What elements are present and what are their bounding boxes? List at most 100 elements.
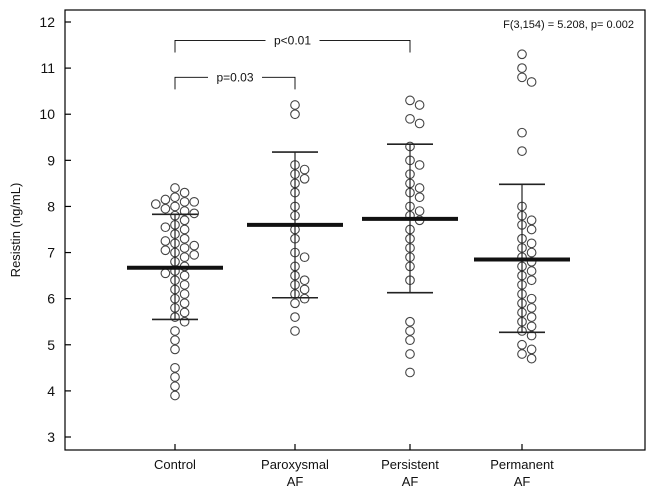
x-tick-label: Control [154, 457, 196, 472]
y-tick-label: 7 [47, 245, 55, 261]
y-tick-label: 8 [47, 198, 55, 214]
significance-brackets: p<0.01 p=0.03 [174, 33, 411, 90]
group-summary [362, 143, 458, 294]
bracket-line [174, 39, 266, 53]
data-point [405, 113, 415, 124]
y-tick-label: 4 [47, 383, 55, 399]
data-point [179, 270, 190, 281]
data-point [189, 240, 200, 251]
data-point [299, 173, 310, 184]
data-point [160, 245, 171, 256]
data-point [179, 233, 190, 244]
group-summary [127, 213, 223, 321]
data-point [179, 215, 190, 226]
y-tick-label: 9 [47, 152, 55, 168]
data-point [299, 293, 310, 304]
y-tick-label: 12 [39, 14, 55, 30]
y-axis-title: Resistin (ng/mL) [8, 183, 23, 278]
data-point [517, 349, 527, 359]
y-tick-label: 11 [40, 60, 55, 76]
data-point [405, 367, 415, 378]
bracket-label: p=0.03 [216, 70, 253, 84]
data-point [290, 326, 300, 336]
y-tick-label: 3 [47, 429, 55, 445]
significance-bracket: p=0.03 [174, 70, 296, 90]
data-point [526, 303, 537, 313]
data-point [517, 339, 527, 350]
data-point [179, 279, 190, 290]
data-points [150, 49, 537, 401]
data-point [517, 146, 527, 156]
data-point [170, 192, 180, 203]
bracket-line [174, 76, 208, 90]
data-point [414, 206, 425, 216]
x-tick-label: Persistent AF [381, 457, 439, 489]
data-point [517, 49, 527, 60]
data-point [526, 312, 537, 322]
data-point [179, 298, 190, 309]
data-point [526, 330, 537, 341]
data-point [299, 164, 310, 175]
data-point [299, 275, 310, 286]
bracket-line [319, 39, 411, 53]
data-point [526, 344, 537, 355]
mean-sd-bars [127, 143, 570, 334]
data-point [290, 312, 300, 322]
data-point [405, 335, 415, 346]
significance-bracket: p<0.01 [174, 33, 411, 53]
data-point [526, 215, 537, 226]
data-point [170, 362, 180, 373]
data-point [179, 224, 190, 235]
data-point [179, 206, 190, 216]
data-point [526, 266, 537, 276]
data-point [170, 335, 180, 346]
data-point [526, 77, 537, 87]
y-tick-label: 10 [39, 106, 55, 122]
data-point [160, 222, 171, 233]
data-point [160, 203, 171, 214]
data-point [405, 326, 415, 336]
data-point [526, 293, 537, 304]
y-axis: 3 4 5 6 7 8 9 10 11 12 [39, 14, 71, 445]
data-point [405, 316, 415, 327]
data-point [526, 275, 537, 286]
bracket-label: p<0.01 [274, 33, 311, 47]
data-point [179, 196, 190, 207]
data-point [405, 95, 415, 106]
data-point [189, 208, 200, 219]
data-point [170, 372, 180, 382]
data-point [517, 63, 527, 73]
y-tick-label: 5 [47, 337, 55, 353]
data-point [179, 187, 190, 198]
data-point [299, 252, 310, 263]
data-point [290, 109, 300, 120]
data-point [414, 118, 425, 129]
data-point [405, 349, 415, 359]
data-point [170, 201, 180, 212]
y-tick-label: 6 [47, 291, 55, 307]
data-point [526, 321, 537, 332]
data-point [526, 353, 537, 364]
plot-frame [64, 9, 646, 451]
x-tick-label: Paroxysmal AF [261, 457, 329, 489]
data-point [179, 289, 190, 299]
data-point [170, 183, 180, 193]
data-point [189, 250, 200, 260]
data-point [160, 236, 171, 246]
data-point [526, 224, 537, 235]
bracket-line [262, 76, 296, 90]
data-point [150, 199, 161, 209]
data-point [189, 196, 200, 207]
data-point [414, 183, 425, 193]
data-point [517, 127, 527, 138]
data-point [526, 238, 537, 249]
data-point [179, 243, 190, 253]
data-point [170, 326, 180, 336]
data-point [299, 284, 310, 295]
group-summary [474, 183, 570, 334]
data-point [414, 160, 425, 170]
x-axis: Control Paroxysmal AF Persistent AF Permanent… [154, 444, 554, 489]
data-point [517, 72, 527, 83]
data-point [170, 381, 180, 392]
